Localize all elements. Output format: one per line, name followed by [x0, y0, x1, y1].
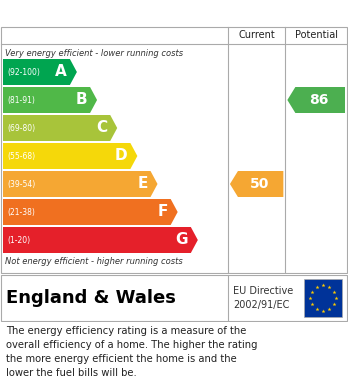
- Text: 86: 86: [309, 93, 329, 107]
- Text: Not energy efficient - higher running costs: Not energy efficient - higher running co…: [5, 258, 183, 267]
- Text: (69-80): (69-80): [7, 124, 35, 133]
- Text: 50: 50: [250, 177, 269, 191]
- Text: (81-91): (81-91): [7, 95, 35, 104]
- Text: (39-54): (39-54): [7, 179, 35, 188]
- Text: EU Directive
2002/91/EC: EU Directive 2002/91/EC: [233, 286, 293, 310]
- Polygon shape: [3, 59, 77, 85]
- Polygon shape: [3, 199, 178, 225]
- Text: (92-100): (92-100): [7, 68, 40, 77]
- Text: Very energy efficient - lower running costs: Very energy efficient - lower running co…: [5, 50, 183, 59]
- Text: (1-20): (1-20): [7, 235, 30, 244]
- Text: D: D: [115, 149, 127, 163]
- Polygon shape: [3, 143, 137, 169]
- Text: G: G: [175, 233, 188, 248]
- Bar: [304, 279, 342, 317]
- Text: C: C: [96, 120, 107, 136]
- Text: Energy Efficiency Rating: Energy Efficiency Rating: [8, 5, 218, 20]
- Text: A: A: [55, 65, 67, 79]
- Text: (55-68): (55-68): [7, 151, 35, 160]
- Text: F: F: [157, 204, 168, 219]
- Text: E: E: [137, 176, 148, 192]
- Text: England & Wales: England & Wales: [6, 289, 176, 307]
- Polygon shape: [287, 87, 345, 113]
- Text: Potential: Potential: [295, 30, 338, 40]
- Polygon shape: [3, 227, 198, 253]
- Text: (21-38): (21-38): [7, 208, 35, 217]
- Polygon shape: [230, 171, 283, 197]
- Text: Current: Current: [238, 30, 275, 40]
- Text: The energy efficiency rating is a measure of the
overall efficiency of a home. T: The energy efficiency rating is a measur…: [6, 326, 258, 378]
- Polygon shape: [3, 115, 117, 141]
- Text: B: B: [76, 93, 87, 108]
- Polygon shape: [3, 171, 158, 197]
- Polygon shape: [3, 87, 97, 113]
